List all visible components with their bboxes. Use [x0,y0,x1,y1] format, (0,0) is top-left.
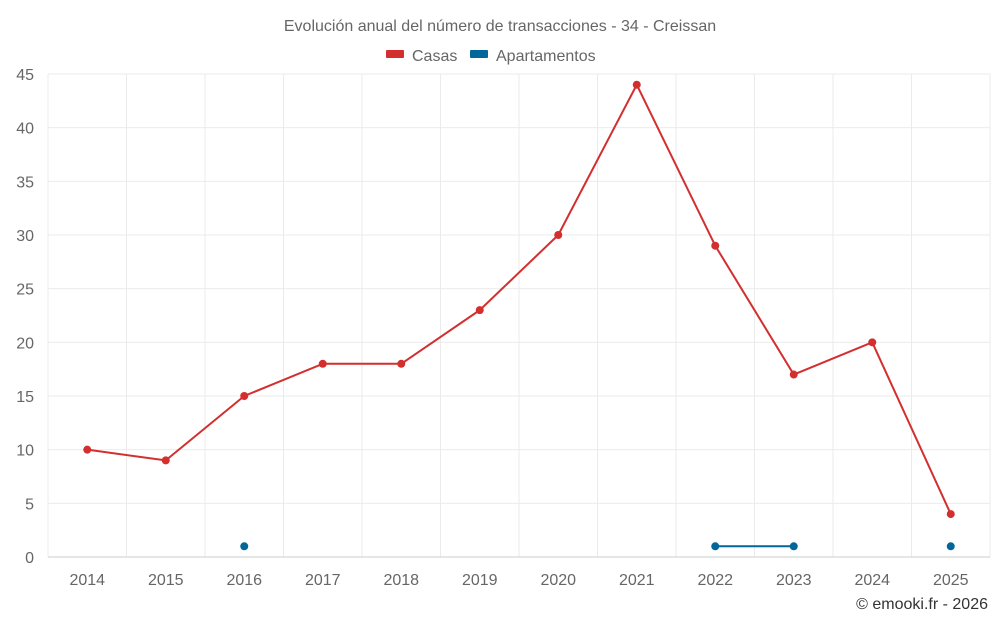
data-point-casas[interactable] [554,231,563,239]
data-point-casas[interactable] [161,456,170,465]
legend: Casas Apartamentos [386,48,596,65]
y-tick-label: 20 [16,335,34,352]
data-point-apartamentos[interactable] [946,542,955,551]
x-tick-label: 2023 [776,572,812,589]
credit-text: © emooki.fr - 2026 [856,596,988,613]
y-tick-label: 25 [16,282,34,299]
x-tick-label: 2019 [462,572,498,589]
legend-label-apartamentos[interactable]: Apartamentos [496,48,596,65]
data-point-casas[interactable] [83,445,92,454]
y-tick-label: 5 [25,496,34,513]
x-tick-label: 2021 [619,572,655,589]
legend-swatch-casas [386,50,404,58]
series [83,80,955,551]
data-point-apartamentos[interactable] [789,542,798,551]
y-tick-label: 30 [16,228,34,245]
x-tick-label: 2022 [697,572,733,589]
data-point-casas[interactable] [868,338,877,347]
chart-title: Evolución anual del número de transaccio… [284,18,716,35]
x-tick-label: 2024 [854,572,890,589]
data-point-casas[interactable] [711,241,720,250]
x-tick-label: 2018 [383,572,419,589]
legend-swatch-apartamentos [470,50,488,58]
data-point-casas[interactable] [789,370,798,379]
x-tick-label: 2015 [148,572,184,589]
data-point-casas[interactable] [632,80,641,89]
grid [47,73,991,557]
y-tick-label: 0 [25,550,34,567]
y-tick-label: 45 [16,67,34,84]
data-point-casas[interactable] [946,510,955,519]
y-tick-label: 15 [16,389,34,406]
data-point-casas[interactable] [475,306,484,315]
x-tick-label: 2020 [540,572,576,589]
data-point-casas[interactable] [397,359,406,368]
data-point-apartamentos[interactable] [240,542,249,551]
data-point-casas[interactable] [240,392,249,400]
x-tick-label: 2025 [933,572,969,589]
series-line-casas [86,83,952,516]
legend-label-casas[interactable]: Casas [412,48,457,65]
x-tick-label: 2016 [226,572,262,589]
y-tick-label: 10 [16,443,34,460]
data-point-casas[interactable] [318,359,327,368]
y-tick-label: 35 [16,174,34,191]
x-tick-label: 2017 [305,572,341,589]
data-point-apartamentos[interactable] [711,542,720,551]
x-tick-label: 2014 [69,572,105,589]
y-tick-label: 40 [16,121,34,138]
